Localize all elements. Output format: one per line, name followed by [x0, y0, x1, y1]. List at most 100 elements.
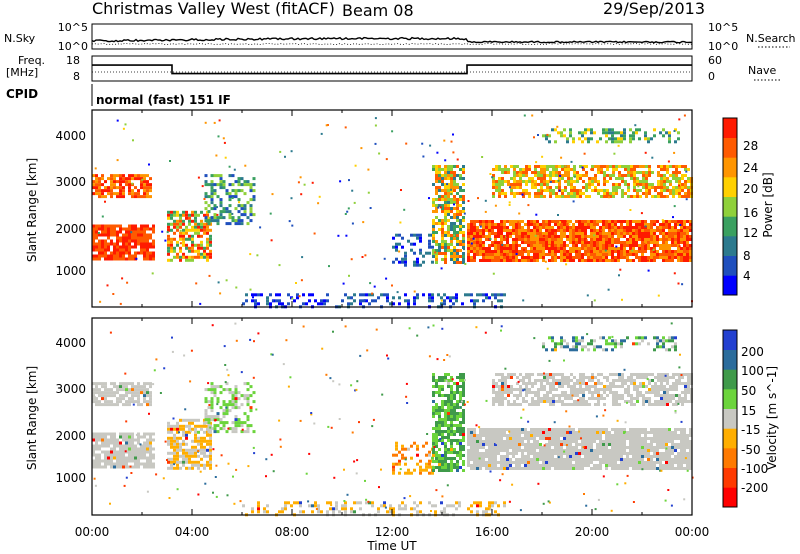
heatmap-cell	[432, 409, 435, 412]
heatmap-cell	[432, 433, 435, 436]
heatmap-cell	[678, 177, 681, 180]
heatmap-cell	[191, 427, 194, 431]
heatmap-cell	[206, 433, 209, 437]
heatmap-cell	[92, 233, 95, 237]
heatmap-cell	[518, 437, 521, 440]
heatmap-cell	[543, 171, 546, 174]
heatmap-cell	[512, 461, 515, 464]
heatmap-cell	[204, 183, 208, 187]
heatmap-cell	[326, 293, 329, 297]
heatmap-cell	[683, 114, 686, 117]
heatmap-cell	[590, 137, 593, 141]
heatmap-cell	[686, 452, 689, 455]
heatmap-cell	[522, 376, 525, 379]
heatmap-cell	[567, 174, 570, 177]
heatmap-cell	[669, 174, 672, 177]
heatmap-cell	[95, 391, 98, 395]
heatmap-cell	[545, 449, 548, 452]
heatmap-cell	[179, 466, 182, 470]
heatmap-cell	[500, 434, 503, 437]
heatmap-cell	[482, 241, 485, 244]
heatmap-cell	[567, 180, 570, 183]
heatmap-cell	[525, 171, 528, 174]
heatmap-cell	[549, 189, 552, 192]
heatmap-cell	[456, 201, 459, 204]
heatmap-cell	[540, 165, 543, 168]
heatmap-cell	[575, 458, 578, 461]
heatmap-cell	[134, 385, 137, 389]
heatmap-cell	[578, 256, 581, 259]
heatmap-cell	[152, 432, 155, 436]
heatmap-cell	[569, 131, 572, 135]
power-colorbar-cells	[723, 118, 737, 296]
heatmap-cell	[473, 434, 476, 437]
heatmap-cell	[197, 454, 200, 458]
heatmap-cell	[638, 467, 641, 470]
heatmap-cell	[98, 251, 101, 255]
heatmap-cell	[444, 189, 447, 192]
heatmap-cell	[503, 229, 506, 232]
heatmap-cell	[518, 173, 521, 176]
heatmap-cell	[557, 223, 560, 226]
heatmap-cell	[522, 382, 525, 385]
heatmap-cell	[246, 382, 250, 386]
heatmap-cell	[110, 239, 113, 243]
heatmap-cell	[392, 302, 395, 306]
heatmap-cell	[482, 232, 485, 235]
heatmap-cell	[104, 435, 107, 439]
heatmap-cell	[170, 445, 173, 449]
heatmap-cell	[470, 464, 473, 467]
heatmap-cell	[104, 248, 107, 252]
heatmap-cell	[110, 435, 113, 439]
heatmap-cell	[476, 443, 479, 446]
heatmap-cell	[374, 117, 377, 120]
heatmap-cell	[635, 131, 638, 135]
heatmap-cell	[170, 430, 173, 434]
heatmap-cell	[182, 237, 185, 241]
heatmap-cell	[524, 455, 527, 458]
heatmap-cell	[593, 241, 596, 244]
heatmap-cell	[671, 244, 674, 247]
heatmap-cell	[435, 168, 438, 171]
heatmap-cell	[234, 400, 238, 404]
heatmap-cell	[131, 227, 134, 231]
heatmap-cell	[101, 177, 104, 181]
heatmap-cell	[243, 421, 247, 425]
heatmap-cell	[668, 220, 671, 223]
heatmap-cell	[495, 397, 498, 400]
heatmap-cell	[563, 134, 566, 138]
heatmap-cell	[644, 428, 647, 431]
heatmap-cell	[515, 428, 518, 431]
heatmap-cell	[587, 247, 590, 250]
heatmap-cell	[453, 234, 456, 237]
heatmap-cell	[374, 299, 377, 303]
heatmap-cell	[243, 412, 247, 416]
heatmap-cell	[602, 428, 605, 431]
heatmap-cell	[134, 254, 137, 258]
heatmap-cell	[435, 406, 438, 409]
heatmap-cell	[167, 237, 170, 241]
heatmap-cell	[206, 439, 209, 443]
heatmap-cell	[188, 418, 191, 422]
heatmap-cell	[678, 245, 681, 248]
heatmap-cell	[135, 257, 138, 260]
heatmap-cell	[590, 131, 593, 135]
heatmap-cell	[176, 463, 179, 467]
heatmap-cell	[530, 247, 533, 250]
heatmap-cell	[510, 186, 513, 189]
heatmap-cell	[581, 428, 584, 431]
heatmap-cell	[674, 235, 677, 238]
heatmap-cell	[246, 415, 250, 419]
heatmap-cell	[219, 210, 223, 214]
heatmap-cell	[404, 260, 407, 264]
heatmap-cell	[675, 168, 678, 171]
heatmap-cell	[459, 222, 462, 225]
heatmap-cell	[521, 241, 524, 244]
heatmap-cell	[560, 235, 563, 238]
heatmap-cell	[527, 235, 530, 238]
heatmap-cell	[549, 177, 552, 180]
heatmap-cell	[548, 467, 551, 470]
heatmap-cell	[104, 189, 107, 193]
heatmap-cell	[527, 253, 530, 256]
heatmap-cell	[569, 449, 572, 452]
